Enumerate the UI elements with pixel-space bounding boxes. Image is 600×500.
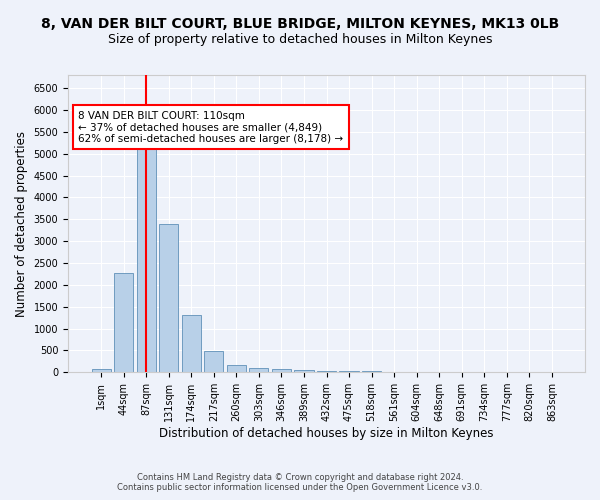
Bar [250,368,268,372]
Text: 8, VAN DER BILT COURT, BLUE BRIDGE, MILTON KEYNES, MK13 0LB: 8, VAN DER BILT COURT, BLUE BRIDGE, MILT… [41,18,559,32]
Bar [137,136,156,372]
Bar [272,369,291,372]
Bar [317,370,336,372]
Bar [204,351,223,372]
Text: 8 VAN DER BILT COURT: 110sqm
← 37% of detached houses are smaller (4,849)
62% of: 8 VAN DER BILT COURT: 110sqm ← 37% of de… [79,110,343,144]
Bar [227,364,246,372]
Bar [295,370,314,372]
Y-axis label: Number of detached properties: Number of detached properties [15,130,28,316]
Bar [114,273,133,372]
Text: Contains HM Land Registry data © Crown copyright and database right 2024.
Contai: Contains HM Land Registry data © Crown c… [118,473,482,492]
X-axis label: Distribution of detached houses by size in Milton Keynes: Distribution of detached houses by size … [159,427,494,440]
Bar [182,315,201,372]
Text: Size of property relative to detached houses in Milton Keynes: Size of property relative to detached ho… [108,32,492,46]
Bar [340,371,359,372]
Bar [159,224,178,372]
Bar [92,369,110,372]
